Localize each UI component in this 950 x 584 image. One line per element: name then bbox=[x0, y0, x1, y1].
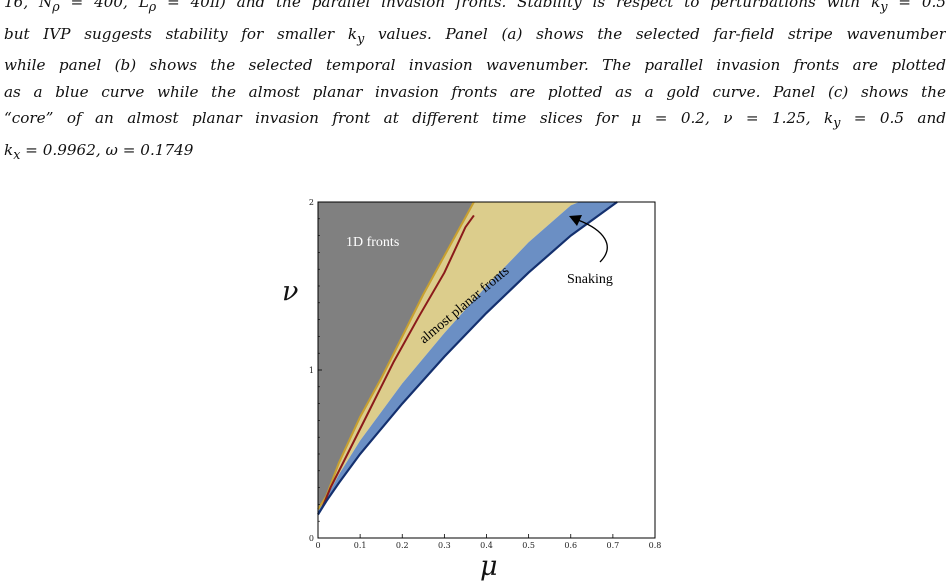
y-tick-label: 2 bbox=[309, 198, 314, 207]
snaking-arrow bbox=[577, 219, 608, 263]
x-tick-label: 0.3 bbox=[438, 541, 451, 550]
x-tick-label: 0 bbox=[315, 541, 320, 550]
series-gold-curve bbox=[317, 201, 475, 510]
label-snaking: Snaking bbox=[567, 272, 613, 287]
caption-line: as a blue curve while the almost planar … bbox=[4, 82, 946, 101]
label-1d-fronts: 1D fronts bbox=[346, 235, 399, 250]
x-tick-label: 0.5 bbox=[522, 541, 535, 550]
y-tick-label: 1 bbox=[309, 366, 314, 375]
axis-ticks: 0 0.1 0.2 0.3 0.4 0.5 0.6 0.7 0.8 0 1 2 bbox=[309, 198, 661, 550]
caption-line: 16, Nρ = 400, Lρ = 40π) and the parallel… bbox=[4, 0, 946, 15]
x-tick-label: 0.6 bbox=[564, 541, 577, 550]
x-axis-label: μ bbox=[480, 551, 498, 582]
caption-line: “core” of an almost planar invasion fron… bbox=[4, 109, 946, 131]
region-1d-fronts bbox=[318, 202, 474, 510]
series-blue-curve bbox=[317, 201, 618, 516]
x-tick-label: 0.2 bbox=[396, 541, 409, 550]
caption-line: but IVP suggests stability for smaller k… bbox=[4, 24, 946, 46]
y-tick-label: 0 bbox=[309, 534, 314, 543]
y-axis-label: ν bbox=[282, 276, 298, 307]
caption-line: kx = 0.9962, ω = 0.1749 bbox=[4, 140, 194, 162]
snaking-arrowhead bbox=[569, 215, 582, 226]
x-tick-label: 0.1 bbox=[354, 541, 367, 550]
x-tick-label: 0.8 bbox=[649, 541, 662, 550]
figure-caption: 16, Nρ = 400, Lρ = 40π) and the parallel… bbox=[4, 0, 946, 168]
series-red-curve bbox=[321, 214, 475, 509]
x-tick-label: 0.7 bbox=[607, 541, 620, 550]
caption-line: while panel (b) shows the selected tempo… bbox=[4, 56, 946, 75]
x-tick-label: 0.4 bbox=[480, 541, 493, 550]
